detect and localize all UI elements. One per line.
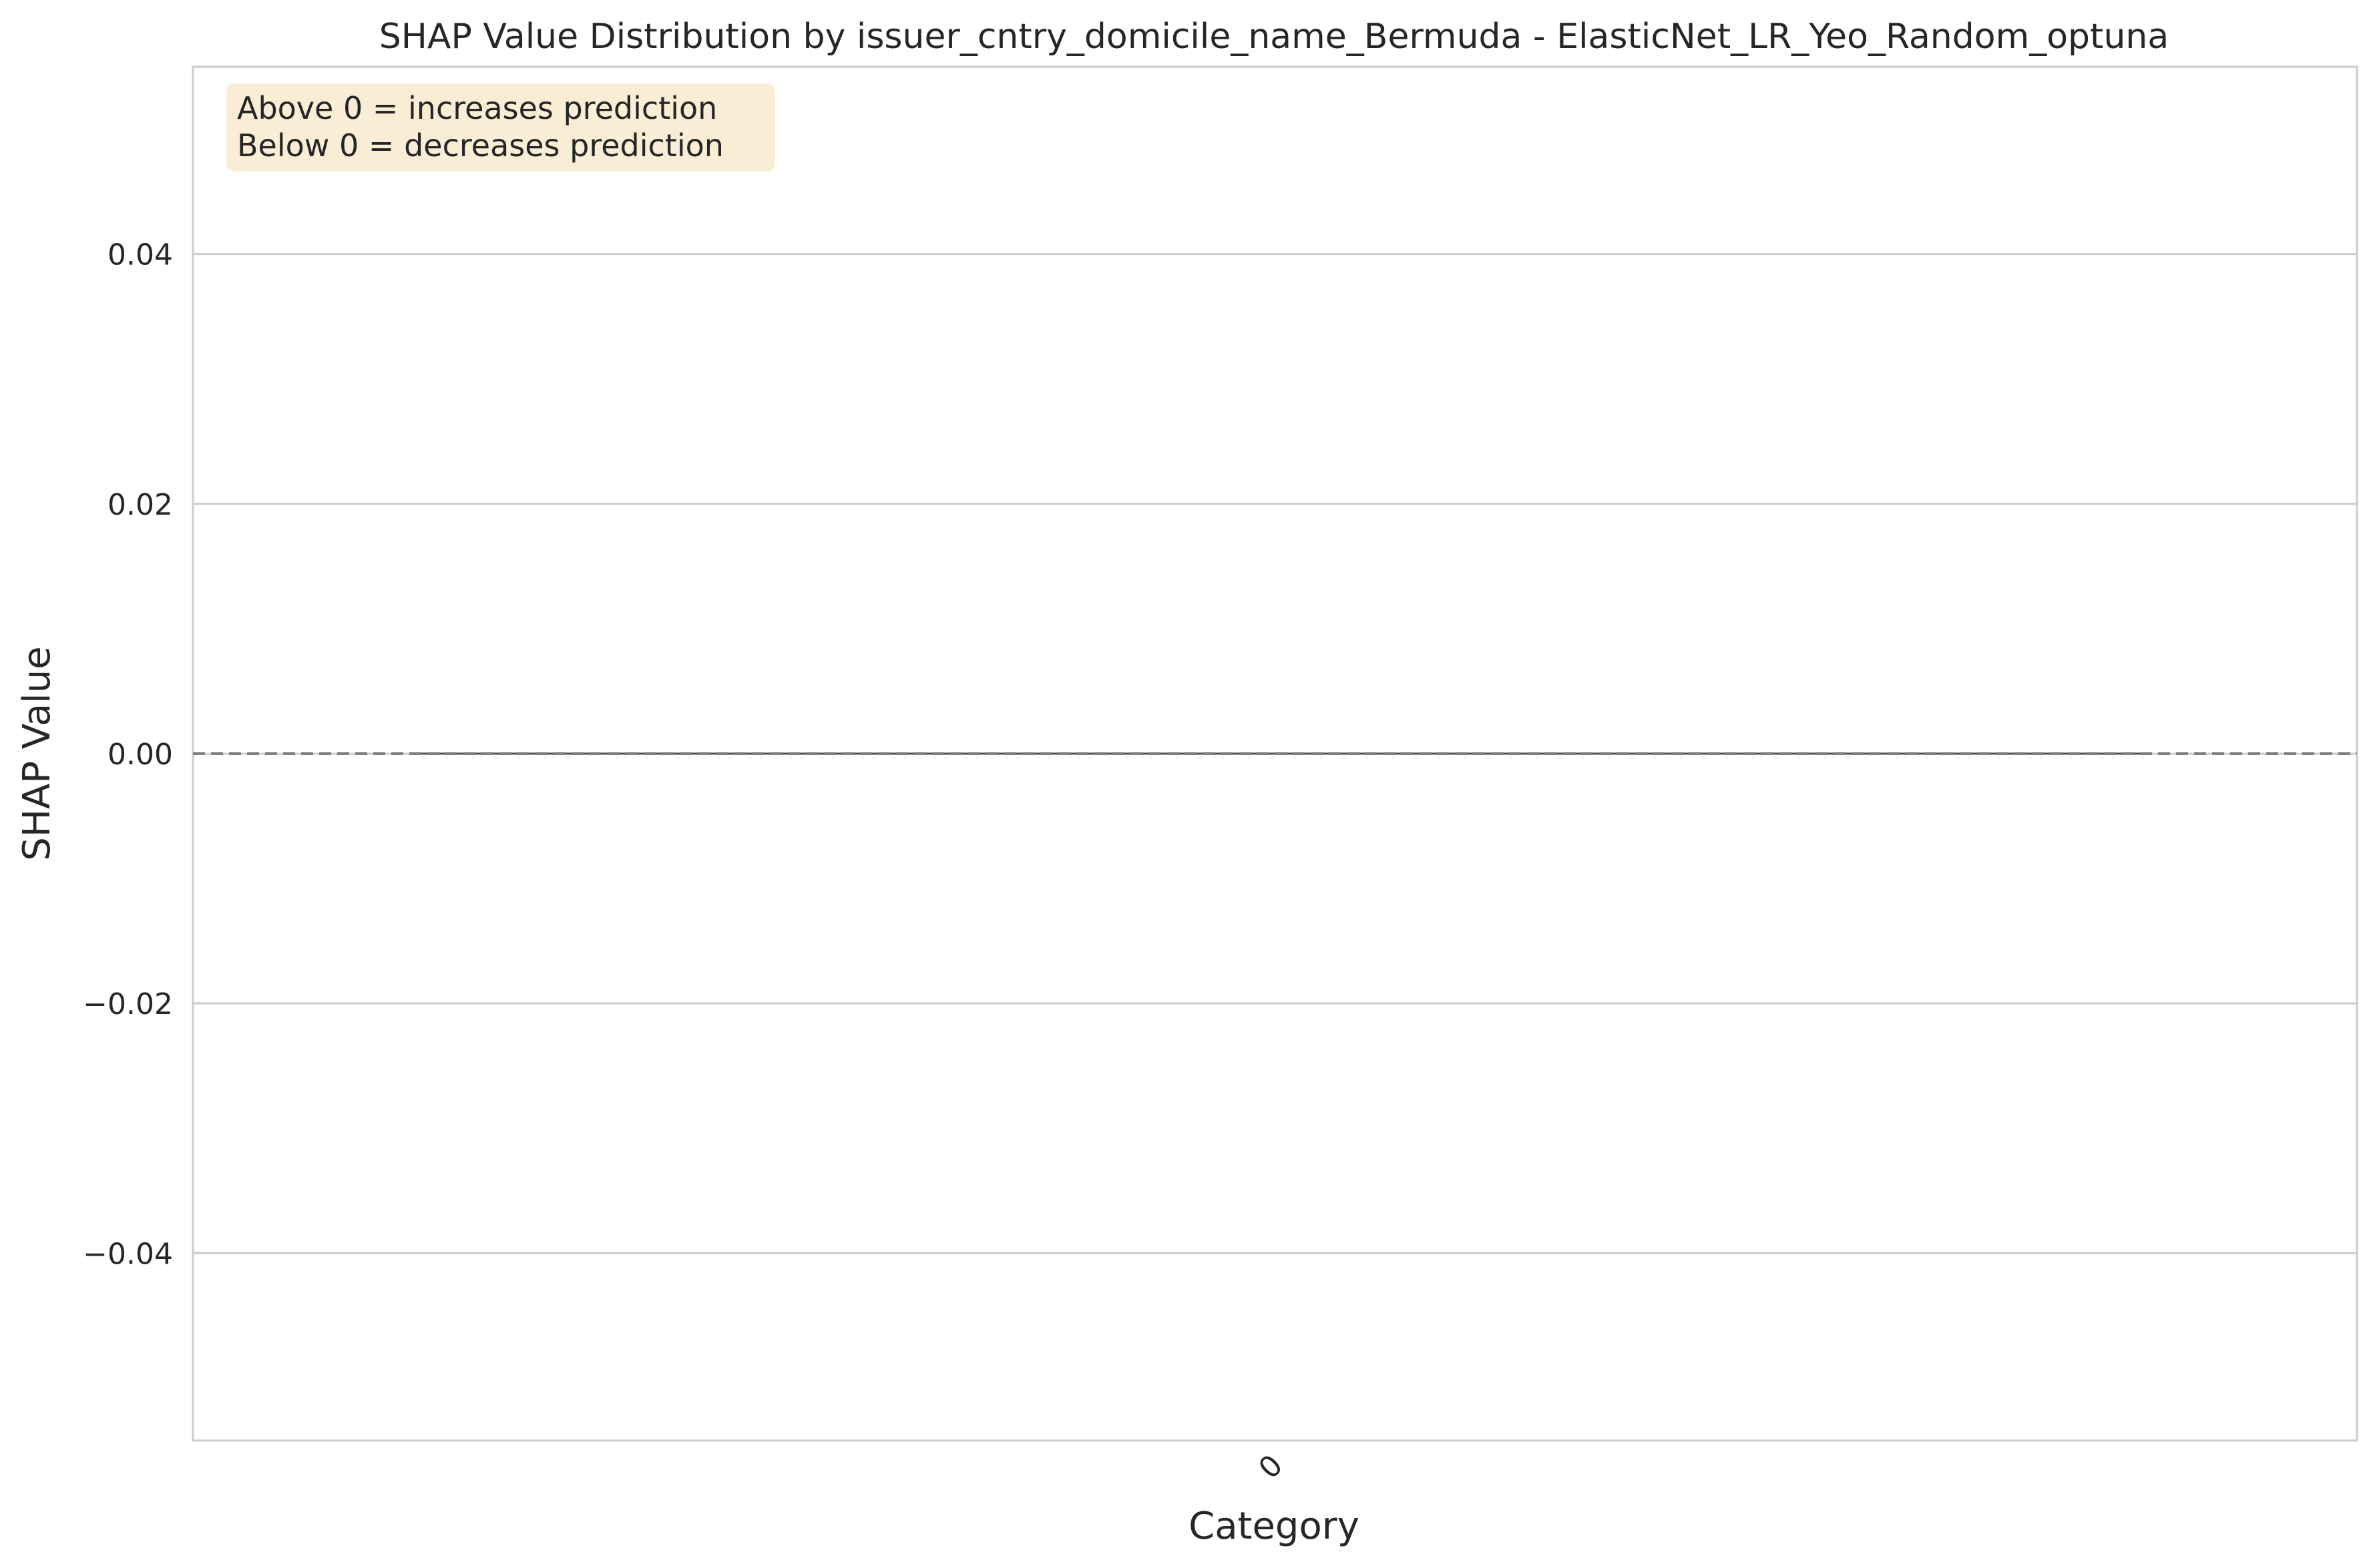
chart-title: SHAP Value Distribution by issuer_cntry_… — [379, 17, 2169, 57]
y-tick-labels: 0.04 0.02 0.00 −0.02 −0.04 — [83, 238, 173, 1272]
x-tick-labels: 0 — [1252, 1449, 1289, 1486]
annotation-line-1: Above 0 = increases prediction — [237, 90, 717, 126]
y-tick-label: −0.04 — [83, 1237, 173, 1271]
y-tick-label: 0.02 — [107, 488, 173, 522]
y-tick-label: −0.02 — [83, 987, 173, 1021]
y-axis-label: SHAP Value — [15, 646, 59, 860]
annotation-box: Above 0 = increases prediction Below 0 =… — [226, 83, 775, 172]
annotation-background — [226, 83, 775, 172]
x-axis-label: Category — [1189, 1505, 1359, 1548]
y-tick-label: 0.04 — [107, 238, 173, 272]
annotation-line-2: Below 0 = decreases prediction — [237, 127, 724, 164]
y-tick-label: 0.00 — [107, 738, 173, 772]
x-tick-label: 0 — [1252, 1449, 1289, 1486]
